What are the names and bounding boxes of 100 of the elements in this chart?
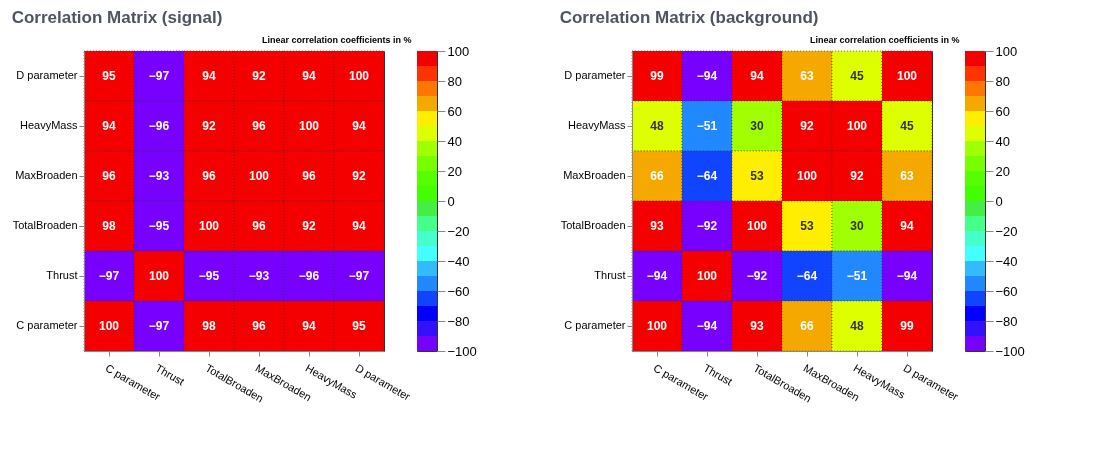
color-bar-label: 80 [447,73,462,89]
data-label: −94 [896,269,918,283]
color-bar-title: Linear correlation coefficients in % [261,34,412,45]
data-label: 98 [202,319,216,333]
data-label: −97 [98,269,120,283]
data-label: 100 [348,69,370,83]
color-bar-label: −100 [995,343,1025,359]
data-label: 100 [646,319,668,333]
color-bar-label: −100 [447,343,477,359]
color-bar-label: 0 [447,193,455,209]
data-label: 94 [202,69,216,83]
color-bar-label: 20 [447,163,462,179]
data-label: −96 [298,269,320,283]
data-label: 94 [352,219,366,233]
data-label: 92 [352,169,366,183]
data-label: 53 [750,169,764,183]
data-label: 100 [248,169,270,183]
color-bar-label: −80 [447,313,470,329]
data-label: 100 [846,119,868,133]
color-bar-label: 80 [995,73,1010,89]
data-label: −97 [148,69,170,83]
data-label: 92 [202,119,216,133]
data-label: −97 [148,319,170,333]
data-label: 100 [198,219,220,233]
data-label: 63 [900,169,914,183]
color-bar-title: Linear correlation coefficients in % [809,34,960,45]
data-label: 93 [650,219,664,233]
data-label: −93 [148,169,170,183]
data-label: 95 [102,69,116,83]
y-tick-label: TotalBroaden [12,219,78,231]
data-label: −51 [696,119,718,133]
y-tick-label: C parameter [564,319,626,331]
data-label: 45 [850,69,864,83]
color-bar-label: −60 [995,283,1018,299]
data-label: 100 [796,169,818,183]
data-label: −94 [696,319,718,333]
color-bar-label: −20 [447,223,470,239]
data-label: 96 [252,219,266,233]
color-bar-label: −20 [995,223,1018,239]
data-label: 92 [302,219,316,233]
y-tick-label: MaxBroaden [15,169,78,181]
data-label: 94 [302,319,316,333]
color-bar-label: 20 [995,163,1010,179]
data-label: 63 [800,69,814,83]
data-label: 96 [252,319,266,333]
y-tick-label: D parameter [564,69,626,81]
chart-title: Correlation Matrix (signal) [11,8,223,28]
y-tick-label: Thrust [46,269,78,281]
color-bar-label: 60 [447,103,462,119]
data-label: −94 [696,69,718,83]
data-label: 100 [746,219,768,233]
color-bar-label: 40 [447,133,462,149]
data-label: 96 [202,169,216,183]
data-label: −92 [746,269,768,283]
data-label: 48 [850,319,864,333]
data-label: 66 [650,169,664,183]
data-label: 100 [298,119,320,133]
data-label: −97 [348,269,370,283]
data-label: 48 [650,119,664,133]
data-label: 53 [800,219,814,233]
color-bar-label: 0 [995,193,1003,209]
data-label: 95 [352,319,366,333]
data-label: 92 [252,69,266,83]
y-tick-label: Thrust [594,269,626,281]
color-bar-label: 100 [995,43,1018,59]
color-bar-label: 40 [995,133,1010,149]
y-tick-label: C parameter [16,319,78,331]
data-label: 92 [850,169,864,183]
data-label: −93 [248,269,270,283]
data-label: −96 [148,119,170,133]
data-label: 94 [102,119,116,133]
y-tick-label: TotalBroaden [560,219,626,231]
data-label: 94 [352,119,366,133]
data-label: 96 [102,169,116,183]
data-label: 100 [98,319,120,333]
data-label: 94 [750,69,764,83]
data-label: 100 [148,269,170,283]
data-label: 30 [850,219,864,233]
data-label: 94 [302,69,316,83]
data-label: 94 [900,219,914,233]
data-label: 99 [900,319,914,333]
color-bar-label: −80 [995,313,1018,329]
chart-title: Correlation Matrix (background) [559,8,819,28]
data-label: 100 [696,269,718,283]
data-label: −51 [846,269,868,283]
data-label: 92 [800,119,814,133]
data-label: 45 [900,119,914,133]
data-label: −64 [796,269,818,283]
data-label: 100 [896,69,918,83]
data-label: 96 [252,119,266,133]
data-label: −95 [148,219,170,233]
data-label: 93 [750,319,764,333]
y-tick-label: MaxBroaden [563,169,626,181]
data-label: −95 [198,269,220,283]
color-bar-label: −40 [447,253,470,269]
data-label: 66 [800,319,814,333]
y-tick-label: HeavyMass [568,119,626,131]
color-bar-label: −40 [995,253,1018,269]
color-bar-label: −60 [447,283,470,299]
color-bar-label: 100 [447,43,470,59]
